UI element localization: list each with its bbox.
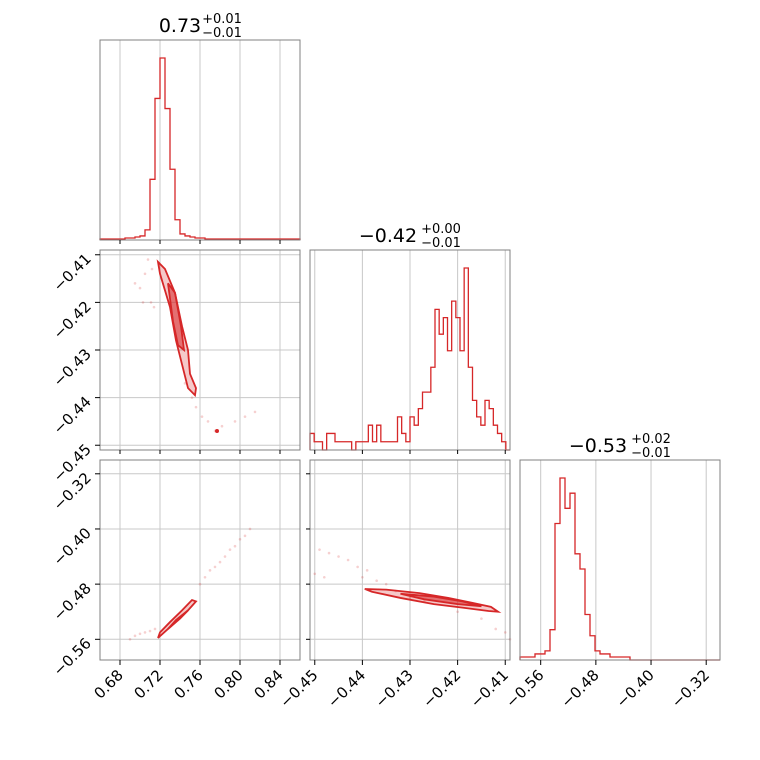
- scatter-point: [233, 420, 237, 423]
- scatter-panel-p1_vs_p0: [99, 249, 301, 451]
- scatter-point: [208, 569, 212, 572]
- contour-level-1: [167, 282, 186, 353]
- scatter-point: [356, 565, 359, 569]
- scatter-point: [146, 258, 150, 261]
- scatter-point: [375, 579, 378, 582]
- title-param-2: −0.53 +0.02 −0.01: [569, 432, 671, 461]
- x-tick-label: −0.32: [668, 666, 713, 711]
- x-tick-label: 0.80: [210, 666, 246, 702]
- histogram-step-1: [309, 267, 510, 451]
- x-tick-label: −0.41: [467, 666, 512, 711]
- scatter-point: [243, 534, 247, 538]
- title-2-value: −0.53: [569, 435, 627, 457]
- title-1-plus: +0.00: [421, 222, 461, 237]
- scatter-point: [238, 538, 242, 541]
- scatter-point: [220, 424, 224, 428]
- scatter-point: [143, 272, 147, 276]
- scatter-point: [346, 558, 350, 562]
- x-tick-label: −0.48: [557, 666, 602, 711]
- scatter-point: [384, 582, 388, 586]
- scatter-point: [200, 415, 204, 418]
- scatter-point: [128, 638, 132, 641]
- scatter-point: [361, 575, 364, 579]
- scatter-point: [223, 555, 227, 558]
- scatter-point: [503, 631, 507, 634]
- scatter-point: [313, 572, 317, 576]
- y-tick-label: −0.44: [50, 393, 95, 438]
- scatter-point: [153, 627, 157, 631]
- scatter-point: [365, 569, 369, 572]
- title-param-1: −0.42 +0.00 −0.01: [359, 222, 461, 251]
- scatter-point: [228, 548, 232, 551]
- x-tick-label: −0.40: [613, 666, 658, 711]
- title-1-minus: −0.01: [421, 236, 461, 251]
- scatter-point: [456, 610, 459, 614]
- y-tick-label: −0.48: [50, 579, 95, 624]
- scatter-point: [494, 627, 498, 631]
- title-0-value: 0.73: [159, 15, 201, 37]
- scatter-point: [194, 405, 198, 409]
- scatter-point: [248, 527, 252, 531]
- scatter-point: [138, 632, 142, 636]
- scatter-point: [322, 575, 326, 579]
- x-tick-label: 0.72: [130, 666, 166, 702]
- x-tick-label: 0.76: [170, 666, 206, 702]
- scatter-point: [253, 410, 257, 414]
- x-tick-label: 0.68: [90, 666, 126, 702]
- scatter-point: [148, 629, 152, 633]
- scatter-point: [150, 267, 154, 271]
- histogram-panel-0: [99, 39, 301, 241]
- histogram-panel-2: [519, 459, 721, 661]
- y-tick-label: −0.41: [50, 250, 95, 295]
- scatter-point: [327, 551, 331, 555]
- y-tick-label: −0.56: [50, 634, 95, 679]
- marker-point: [215, 428, 219, 433]
- title-2-plus: +0.02: [631, 432, 671, 447]
- y-tick-label: −0.42: [50, 297, 95, 342]
- scatter-point: [480, 617, 483, 620]
- scatter-point: [152, 305, 156, 309]
- x-tick-label: −0.45: [276, 666, 321, 711]
- scatter-point: [233, 544, 237, 548]
- x-tick-label: −0.43: [372, 666, 417, 711]
- histogram-step-2: [519, 477, 720, 661]
- scatter-point: [143, 631, 147, 634]
- title-0-plus: +0.01: [202, 12, 242, 27]
- scatter-point: [138, 286, 142, 290]
- title-2-minus: −0.01: [631, 446, 671, 461]
- scatter-point: [141, 301, 145, 304]
- x-tick-label: −0.44: [324, 666, 369, 711]
- title-param-0: 0.73 +0.01 −0.01: [159, 12, 242, 41]
- scatter-point: [243, 415, 247, 418]
- scatter-point: [133, 282, 137, 285]
- scatter-point: [206, 420, 210, 423]
- scatter-point: [198, 582, 202, 586]
- histogram-step-0: [99, 57, 301, 240]
- scatter-point: [133, 634, 137, 638]
- scatter-point: [337, 555, 340, 558]
- x-tick-label: −0.42: [419, 666, 464, 711]
- scatter-point: [318, 548, 321, 551]
- x-tick-label: −0.56: [502, 666, 547, 711]
- scatter-point: [213, 565, 217, 569]
- contour-level-1: [400, 592, 482, 608]
- scatter-point: [149, 301, 153, 304]
- contour-level-1: [167, 609, 189, 630]
- scatter-panel-p2_vs_p0: [99, 459, 301, 661]
- histogram-panel-1: [309, 249, 511, 451]
- scatter-point: [203, 575, 207, 579]
- title-0-minus: −0.01: [202, 26, 242, 41]
- y-tick-label: −0.43: [50, 345, 95, 390]
- title-1-value: −0.42: [359, 225, 417, 247]
- panel-frame: [519, 459, 721, 661]
- scatter-point: [218, 560, 222, 564]
- scatter-point: [408, 596, 412, 600]
- scatter-point: [190, 396, 194, 399]
- scatter-panel-p2_vs_p1: [309, 459, 512, 661]
- y-tick-label: −0.40: [50, 524, 95, 569]
- scatter-point: [183, 382, 187, 385]
